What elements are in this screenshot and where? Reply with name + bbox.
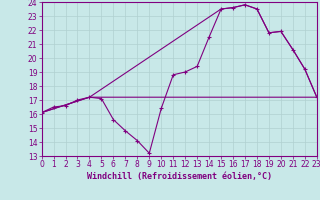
X-axis label: Windchill (Refroidissement éolien,°C): Windchill (Refroidissement éolien,°C) bbox=[87, 172, 272, 181]
